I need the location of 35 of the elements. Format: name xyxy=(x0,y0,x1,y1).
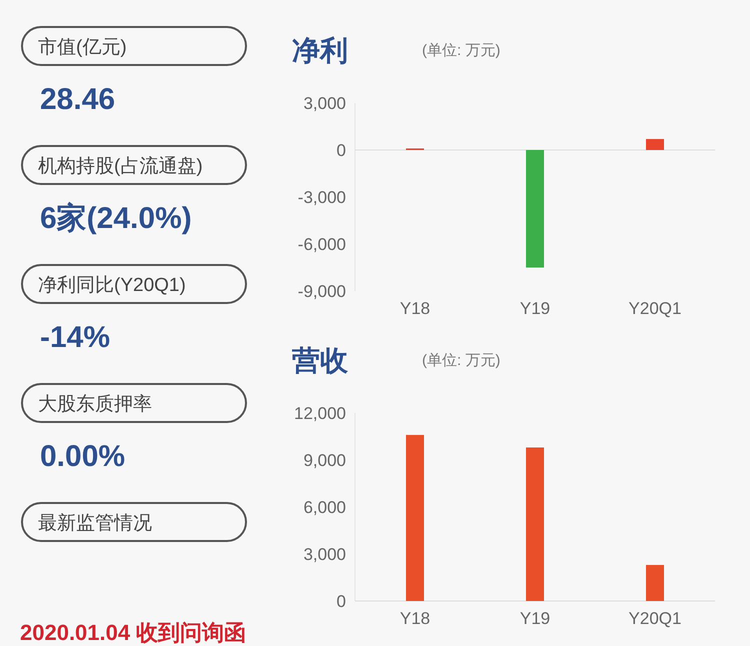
text: 机构持股(占流通盘) xyxy=(38,155,203,177)
chart-title: 净利 xyxy=(292,35,348,66)
text: 0.00% xyxy=(40,440,126,473)
y-tick-label: 3,000 xyxy=(303,94,346,113)
bar xyxy=(406,434,424,601)
bar xyxy=(526,447,544,601)
text: 6家(24.0%) xyxy=(40,201,192,235)
chart-title: 营收 xyxy=(291,345,349,376)
y-tick-label: 12,000 xyxy=(294,404,346,423)
x-tick-label: Y18 xyxy=(400,299,430,318)
x-tick-label: Y20Q1 xyxy=(628,299,682,318)
x-tick-label: Y18 xyxy=(400,609,430,628)
x-tick-label: Y19 xyxy=(520,299,550,318)
text: 2020.01.04 收到问询函 xyxy=(20,620,246,645)
y-tick-label: -6,000 xyxy=(298,235,346,254)
text: 大股东质押率 xyxy=(38,393,152,415)
y-tick-label: 9,000 xyxy=(303,451,346,470)
bar xyxy=(526,150,544,268)
y-tick-label: 0 xyxy=(336,141,346,160)
y-tick-label: 6,000 xyxy=(303,498,346,517)
bar xyxy=(646,139,664,150)
text: 净利同比(Y20Q1) xyxy=(38,275,186,296)
text: 28.46 xyxy=(40,83,116,116)
chart-subtitle: (单位: 万元) xyxy=(422,42,500,59)
text: 最新监管情况 xyxy=(38,512,152,534)
x-tick-label: Y19 xyxy=(520,609,550,628)
y-tick-label: 3,000 xyxy=(303,545,346,564)
x-tick-label: Y20Q1 xyxy=(628,609,682,628)
text: -14% xyxy=(40,321,110,354)
y-tick-label: -9,000 xyxy=(298,282,346,301)
y-tick-label: -3,000 xyxy=(298,188,346,207)
chart-subtitle: (单位: 万元) xyxy=(422,352,500,369)
y-tick-label: 0 xyxy=(336,592,346,611)
bar xyxy=(646,564,664,601)
text: 市值(亿元) xyxy=(38,36,127,58)
